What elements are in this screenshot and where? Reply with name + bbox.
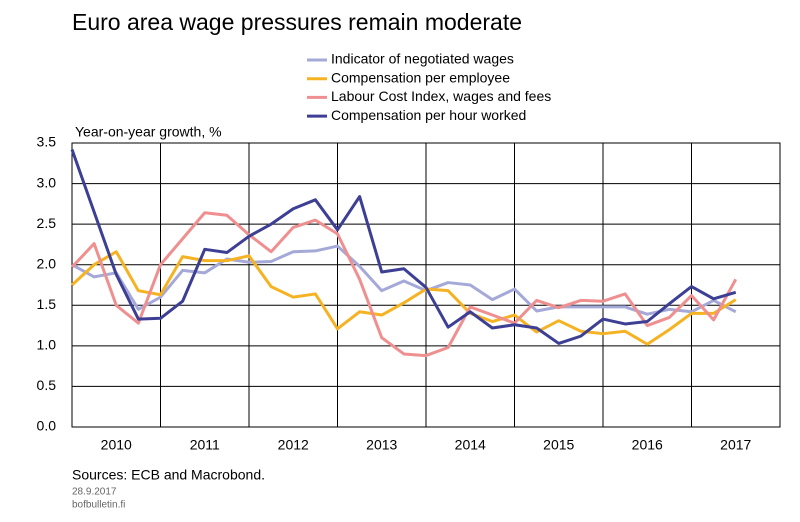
legend-label: Compensation per hour worked	[331, 107, 526, 123]
y-tick-label: 0.0	[37, 418, 57, 434]
chart-title: Euro area wage pressures remain moderate	[72, 9, 522, 35]
y-axis-label: Year-on-year growth, %	[75, 124, 222, 140]
series-line	[71, 244, 737, 316]
legend-label: Compensation per employee	[331, 69, 510, 85]
x-tick-label: 2014	[455, 437, 486, 453]
series-line	[70, 211, 738, 358]
legend-label: Indicator of negotiated wages	[331, 51, 514, 67]
series-line	[70, 148, 737, 345]
x-tick-label: 2010	[101, 437, 132, 453]
y-tick-label: 0.5	[37, 377, 57, 393]
y-tick-label: 2.0	[37, 255, 57, 271]
x-tick-label: 2016	[632, 437, 663, 453]
legend-label: Labour Cost Index, wages and fees	[331, 88, 551, 104]
y-tick-label: 3.5	[37, 134, 57, 150]
x-tick-label: 2013	[366, 437, 397, 453]
x-tick-label: 2015	[543, 437, 574, 453]
source: Sources: ECB and Macrobond.	[72, 467, 265, 483]
y-tick-label: 1.0	[37, 337, 57, 353]
x-tick-label: 2011	[190, 437, 220, 453]
y-tick-label: 2.5	[37, 215, 57, 231]
series-line	[70, 250, 737, 346]
y-tick-label: 3.0	[37, 174, 57, 190]
x-tick-label: 2012	[278, 437, 309, 453]
y-tick-label: 1.5	[37, 296, 57, 312]
x-tick-label: 2017	[720, 437, 751, 453]
date: 28.9.2017	[72, 487, 117, 498]
site: bofbulletin.fi	[72, 500, 125, 511]
